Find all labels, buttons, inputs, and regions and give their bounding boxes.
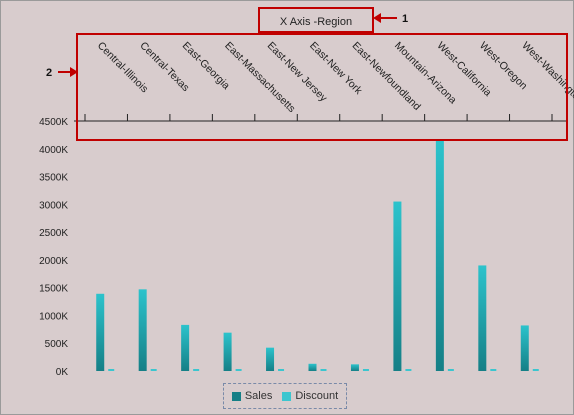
category-labels-highlight-box xyxy=(76,33,568,141)
legend-label-discount: Discount xyxy=(295,390,339,402)
bar-discount[interactable] xyxy=(193,369,200,371)
bar-sales[interactable] xyxy=(478,265,487,371)
bar-discount[interactable] xyxy=(278,369,285,371)
callout-arrow-1 xyxy=(373,13,397,23)
y-tick-label: 1000K xyxy=(39,311,68,322)
y-axis-labels: 0K 500K 1000K 1500K 2000K 2500K 3000K 3500K 4000… xyxy=(39,117,68,378)
y-tick-label: 500K xyxy=(45,339,69,350)
y-tick-label: 4000K xyxy=(39,145,68,156)
y-tick-label: 1500K xyxy=(39,284,68,295)
bar-discount[interactable] xyxy=(150,369,157,371)
bar-discount[interactable] xyxy=(490,369,497,371)
y-tick-label: 4500K xyxy=(39,117,68,128)
legend-item-sales[interactable]: Sales xyxy=(231,390,273,402)
y-tick-label: 2500K xyxy=(39,228,68,239)
bars-group xyxy=(96,139,539,371)
category-label: West-Washington xyxy=(519,40,574,107)
bar-discount[interactable] xyxy=(108,369,115,371)
bar-discount[interactable] xyxy=(447,369,454,371)
y-tick-label: 3500K xyxy=(39,173,68,184)
y-tick-label: 0K xyxy=(56,367,69,378)
callout-arrow-2 xyxy=(58,67,78,77)
category-tick-marks xyxy=(84,114,553,121)
x-title-highlight-box xyxy=(258,7,374,33)
bar-sales[interactable] xyxy=(181,324,190,371)
x-axis-title: X Axis -Region xyxy=(280,16,352,28)
bar-discount[interactable] xyxy=(320,369,327,371)
callout-number-2: 2 xyxy=(46,67,52,79)
bar-sales[interactable] xyxy=(393,201,402,371)
category-labels: Central-IllinoisCentral-TexasEast-Georgi… xyxy=(95,40,574,115)
y-tick-label: 3000K xyxy=(39,200,68,211)
sales-swatch-icon xyxy=(231,391,241,401)
bar-sales[interactable] xyxy=(435,139,444,371)
bar-sales[interactable] xyxy=(96,293,105,371)
bar-discount[interactable] xyxy=(532,369,539,371)
chart-legend[interactable]: Sales Discount xyxy=(223,383,347,409)
callout-number-1: 1 xyxy=(402,13,408,25)
bar-sales[interactable] xyxy=(138,289,147,371)
bar-sales[interactable] xyxy=(223,332,232,371)
category-label: East-Massachusetts xyxy=(222,40,297,115)
bar-sales[interactable] xyxy=(308,363,317,371)
bar-discount[interactable] xyxy=(405,369,412,371)
bar-discount[interactable] xyxy=(235,369,242,371)
discount-swatch-icon xyxy=(282,391,292,401)
legend-label-sales: Sales xyxy=(244,390,273,402)
legend-item-discount[interactable]: Discount xyxy=(282,390,338,402)
bar-sales[interactable] xyxy=(350,364,359,371)
bar-sales[interactable] xyxy=(520,325,529,371)
y-tick-label: 2000K xyxy=(39,256,68,267)
bar-discount[interactable] xyxy=(362,369,369,371)
bar-sales[interactable] xyxy=(266,347,275,371)
